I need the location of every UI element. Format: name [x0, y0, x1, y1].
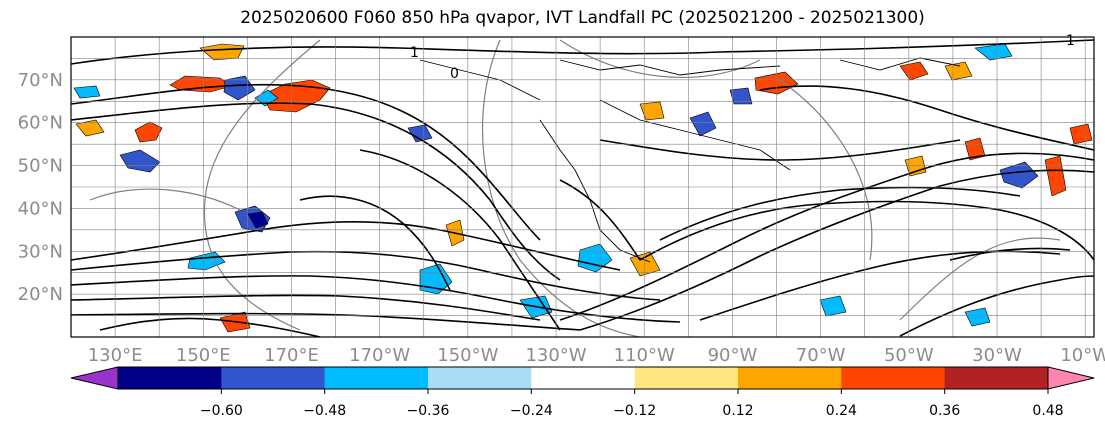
- contour-label: 0: [450, 66, 459, 82]
- colorbar-segment: [634, 367, 739, 389]
- map-title: 2025020600 F060 850 hPa qvapor, IVT Land…: [240, 8, 925, 28]
- colorbar-segment: [428, 367, 532, 389]
- latitude-label: 20°N: [18, 284, 63, 305]
- colorbar-tick-label: −0.36: [407, 403, 450, 419]
- longitude-label: 150°W: [437, 345, 498, 366]
- longitude-label: 10°W: [1060, 345, 1105, 366]
- latitude-label: 60°N: [18, 113, 63, 134]
- colorbar-tick-label: −0.24: [510, 403, 553, 419]
- colorbar-tick-label: 0.12: [722, 403, 753, 419]
- colorbar-segment: [118, 367, 222, 389]
- longitude-label: 50°W: [884, 345, 934, 366]
- colorbar-tick-label: 0.48: [1032, 403, 1063, 419]
- colorbar-extend-high: [1047, 366, 1095, 390]
- colorbar-tick-label: −0.60: [200, 403, 243, 419]
- longitude-label: 170°W: [349, 345, 410, 366]
- colorbar-tick-label: −0.12: [613, 403, 656, 419]
- longitude-label: 130°W: [525, 345, 586, 366]
- longitude-label: 70°W: [796, 345, 846, 366]
- colorbar-segment: [531, 367, 636, 389]
- colorbar-segment: [944, 367, 1049, 389]
- longitude-label: 170°E: [264, 345, 319, 366]
- colorbar-segment: [738, 367, 842, 389]
- colorbar-tick-label: 0.36: [929, 403, 960, 419]
- longitude-label: 130°E: [88, 345, 143, 366]
- colorbar-extend-low: [70, 366, 119, 390]
- contour-label: 1: [410, 45, 419, 61]
- colorbar-tick-label: −0.48: [303, 403, 346, 419]
- colorbar-segment: [324, 367, 429, 389]
- latitude-label: 30°N: [18, 241, 63, 262]
- longitude-label: 90°W: [708, 345, 758, 366]
- longitude-label: 30°W: [972, 345, 1022, 366]
- colorbar-segment: [221, 367, 326, 389]
- colorbar-tick-label: 0.24: [826, 403, 857, 419]
- colorbar-segment: [841, 367, 946, 389]
- latitude-label: 70°N: [18, 70, 63, 91]
- ivt-contours: [71, 39, 1094, 337]
- coastlines: [419, 57, 961, 263]
- longitude-label: 110°W: [614, 345, 675, 366]
- latitude-label: 50°N: [18, 156, 63, 177]
- graticule: [71, 37, 1094, 337]
- colorbar-frame: [117, 366, 1049, 390]
- longitude-label: 150°E: [176, 345, 231, 366]
- axis-labels: 70°N 60°N 50°N 40°N 30°N 20°N 130°E 150°E 170°E 1…: [18, 70, 1105, 366]
- map-frame: [70, 36, 1095, 338]
- contour-label: 1: [1066, 33, 1075, 49]
- colorbar: −0.60 −0.48 −0.36 −0.24 −0.12 0.12 0.24 0.36 0.4…: [70, 366, 1095, 419]
- latitude-label: 40°N: [18, 198, 63, 219]
